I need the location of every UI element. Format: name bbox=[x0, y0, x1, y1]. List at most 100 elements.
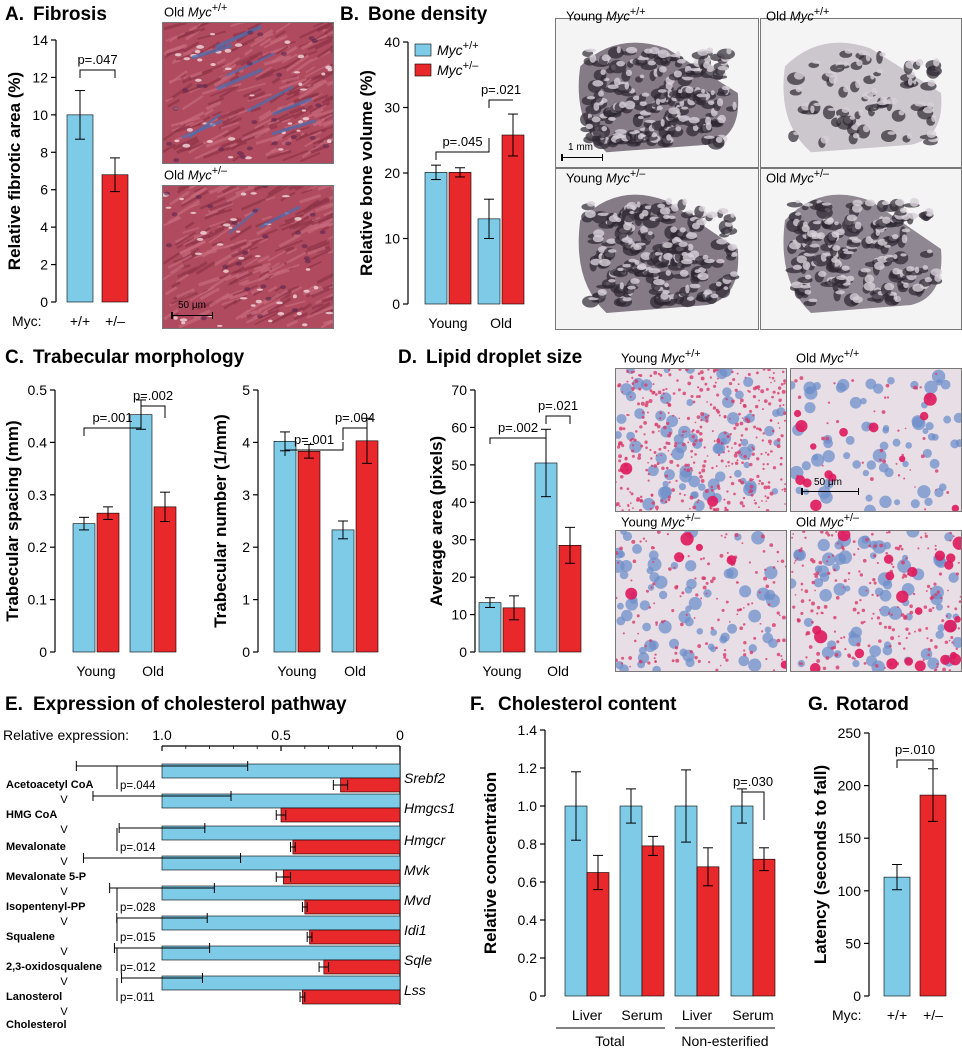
x-category-label: +/+ bbox=[887, 1007, 907, 1023]
bar bbox=[478, 602, 502, 653]
x-prefix-label: Myc: bbox=[832, 1007, 862, 1023]
gene-label: Mvk bbox=[404, 862, 431, 878]
y-tick-label: 5 bbox=[242, 382, 250, 398]
gene-label: Sqle bbox=[404, 952, 432, 968]
p-value-label: p=.012 bbox=[120, 962, 156, 974]
bar bbox=[72, 523, 96, 653]
panel-letter: G. bbox=[808, 694, 828, 715]
x-category-label: Serum bbox=[621, 1007, 662, 1023]
caption-prefix: Young bbox=[566, 8, 603, 24]
x-category-label: Liver bbox=[682, 1007, 713, 1023]
bar bbox=[161, 885, 401, 901]
y-tick-label: 0.4 bbox=[28, 434, 48, 450]
gene-label: Lss bbox=[404, 982, 426, 998]
caption-gene: Myc bbox=[606, 8, 630, 24]
legend-swatch bbox=[414, 63, 432, 77]
bar bbox=[730, 805, 754, 997]
y-tick-label: 0 bbox=[529, 988, 537, 1004]
x-tick-label: 0.5 bbox=[271, 727, 291, 743]
histology-image-old-het bbox=[162, 185, 334, 329]
bar bbox=[153, 506, 177, 653]
panel-title: Fibrosis bbox=[33, 4, 107, 25]
significance-bracket bbox=[83, 420, 142, 436]
caption-prefix: Old bbox=[796, 350, 817, 366]
y-tick-label: 150 bbox=[838, 830, 862, 846]
p-value-label: p=.004 bbox=[335, 410, 375, 425]
y-tick-label: 50 bbox=[451, 457, 467, 473]
p-value-label: p=.001 bbox=[92, 410, 132, 425]
bar bbox=[309, 929, 401, 945]
y-axis-title: Average area (pixels) bbox=[427, 436, 446, 606]
microct-image-old-het bbox=[760, 168, 962, 330]
caption-gene: Myc bbox=[606, 170, 630, 186]
x-category-label: Old bbox=[547, 663, 569, 679]
p-value-label: p=.002 bbox=[133, 388, 173, 403]
x-tick-label: 1.0 bbox=[152, 727, 172, 743]
y-axis-title: Latency (seconds to fall) bbox=[811, 765, 830, 964]
y-tick-label: 1.4 bbox=[518, 722, 538, 738]
gene-label: Hmgcr bbox=[404, 832, 447, 848]
x-category-label: Liver bbox=[572, 1007, 603, 1023]
y-tick-label: 50 bbox=[845, 935, 861, 951]
panel-title: Cholesterol content bbox=[498, 694, 677, 715]
significance-bracket bbox=[545, 415, 571, 424]
bar bbox=[297, 451, 321, 653]
p-value-label: p=.030 bbox=[733, 774, 773, 789]
microct-image-young-het bbox=[555, 168, 759, 330]
significance-bracket bbox=[140, 405, 166, 418]
x-category-label: Young bbox=[277, 663, 316, 679]
bar bbox=[161, 945, 401, 961]
y-tick-label: 30 bbox=[384, 100, 400, 116]
scale-bar bbox=[171, 312, 213, 319]
y-tick-label: 4 bbox=[242, 434, 250, 450]
image-canvas bbox=[761, 169, 961, 329]
panel-letter: D. bbox=[398, 347, 417, 368]
scale-bar bbox=[801, 488, 859, 495]
y-tick-label: 0 bbox=[40, 294, 48, 310]
image-canvas bbox=[163, 186, 333, 328]
caption-gene: Myc bbox=[819, 514, 844, 530]
significance-bracket bbox=[488, 99, 513, 108]
x-category-label: Young bbox=[76, 663, 115, 679]
caption-genotype: +/+ bbox=[813, 6, 830, 18]
y-tick-label: 0.6 bbox=[518, 874, 538, 890]
lipid-image-old-wt bbox=[790, 368, 962, 512]
y-tick-label: 10 bbox=[451, 607, 467, 623]
caption-prefix: Old bbox=[164, 4, 185, 20]
bar bbox=[304, 899, 401, 915]
pathway-arrow: V bbox=[60, 794, 68, 806]
y-tick-label: 20 bbox=[384, 165, 400, 181]
gene-label: Mvd bbox=[404, 892, 432, 908]
significance-bracket bbox=[741, 791, 765, 820]
p-value-label: p=.011 bbox=[120, 992, 155, 1004]
bar bbox=[161, 975, 401, 991]
bar bbox=[331, 529, 355, 653]
bar bbox=[448, 172, 472, 305]
x-tick-label: 0 bbox=[396, 727, 404, 743]
pathway-arrow: V bbox=[60, 1006, 68, 1018]
gene-label: Hmgcs1 bbox=[404, 800, 455, 816]
panel-title: Lipid droplet size bbox=[426, 347, 582, 368]
x-category-label: +/– bbox=[923, 1007, 943, 1023]
significance-bracket bbox=[79, 69, 116, 78]
y-tick-label: 1 bbox=[242, 592, 250, 608]
p-value-label: p=.044 bbox=[120, 780, 156, 792]
bar bbox=[641, 845, 665, 997]
scale-bar-label: 50 μm bbox=[178, 300, 206, 311]
x-category-label: Young bbox=[428, 315, 467, 331]
caption-genotype: +/+ bbox=[211, 2, 228, 14]
pathway-metabolite: Acetoacetyl CoA bbox=[6, 779, 93, 791]
group-label: Total bbox=[595, 1033, 625, 1049]
pathway-arrow: V bbox=[60, 824, 68, 836]
image-caption: Old Myc+/+ bbox=[766, 6, 829, 23]
pathway-metabolite: 2,3-oxidosqualene bbox=[6, 961, 102, 973]
y-tick-label: 3 bbox=[242, 487, 250, 503]
image-caption: Old Myc+/+ bbox=[796, 348, 859, 365]
microct-image-old-wt bbox=[760, 18, 962, 168]
microct-image-young-wt bbox=[555, 18, 759, 168]
bar bbox=[161, 855, 401, 871]
bar bbox=[161, 763, 401, 779]
p-value-label: p=.015 bbox=[120, 932, 156, 944]
scale-bar bbox=[561, 154, 603, 161]
